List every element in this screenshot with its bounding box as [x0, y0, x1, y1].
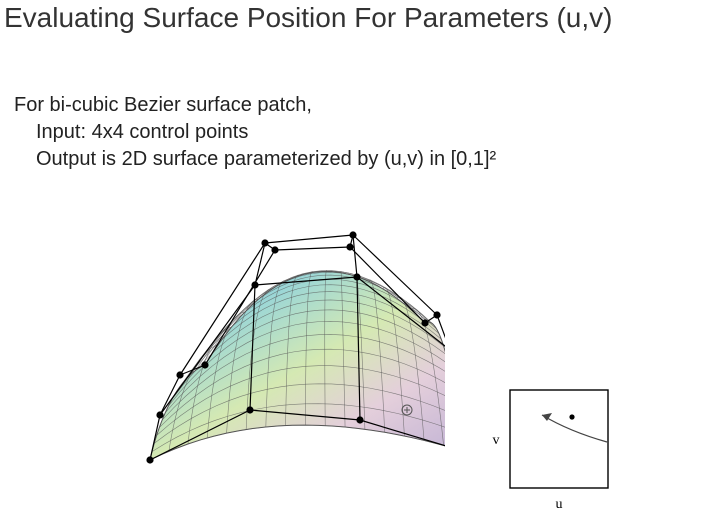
body-line-3: Output is 2D surface parameterized by (u… — [36, 146, 496, 173]
slide-title: Evaluating Surface Position For Paramete… — [4, 2, 612, 34]
body-line-1: For bi-cubic Bezier surface patch, — [14, 92, 496, 119]
uv-domain-diagram: uv — [470, 335, 645, 510]
svg-text:u: u — [556, 497, 563, 510]
svg-text:v: v — [493, 433, 500, 448]
body-text: For bi-cubic Bezier surface patch, Input… — [14, 92, 496, 173]
body-line-2: Input: 4x4 control points — [36, 119, 496, 146]
bezier-surface-diagram — [125, 195, 445, 495]
